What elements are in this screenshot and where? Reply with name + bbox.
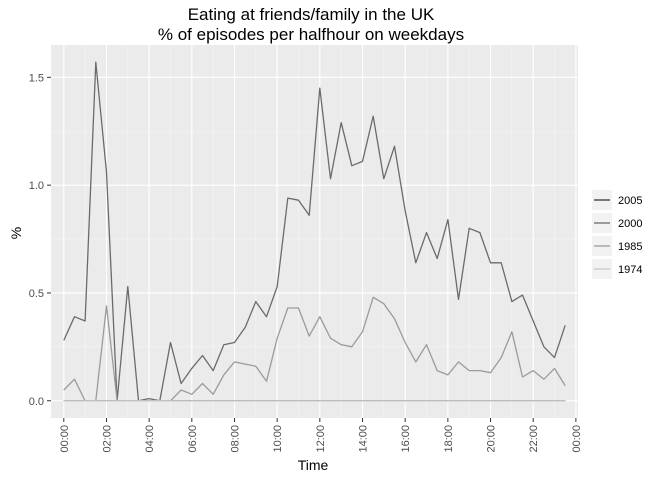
legend-label: 2005: [618, 195, 642, 207]
x-tick-label: 18:00: [443, 425, 455, 453]
plot-panel: [51, 45, 578, 418]
x-tick-label: 04:00: [144, 425, 156, 453]
x-tick-label: 08:00: [229, 425, 241, 453]
y-axis-title: %: [8, 227, 24, 239]
x-tick-label: 00:00: [59, 425, 71, 453]
y-tick-label: 1.5: [29, 72, 44, 84]
y-tick-label: 0.0: [29, 396, 44, 408]
x-tick-label: 22:00: [528, 425, 540, 453]
chart-title: Eating at friends/family in the UK: [188, 5, 435, 24]
x-tick-label: 10:00: [272, 425, 284, 453]
legend-label: 1985: [618, 241, 642, 253]
y-tick-label: 1.0: [29, 180, 44, 192]
x-tick-label: 20:00: [486, 425, 498, 453]
x-tick-label: 02:00: [101, 425, 113, 453]
plot-area: 00:00 02:00 04:00 06:00 08:00 10:00 12:00 14:00…: [29, 45, 642, 453]
x-tick-label: 00:00: [571, 425, 583, 453]
chart-subtitle: % of episodes per halfhour on weekdays: [158, 25, 464, 44]
legend-label: 2000: [618, 218, 642, 230]
legend-label: 1974: [618, 264, 642, 276]
x-tick-label: 12:00: [315, 425, 327, 453]
series-line-2000: [63, 61, 566, 402]
x-axis-title: Time: [298, 457, 329, 473]
x-tick-label: 14:00: [358, 425, 370, 453]
x-tick-label: 06:00: [187, 425, 199, 453]
y-tick-label: 0.5: [29, 288, 44, 300]
x-tick-label: 16:00: [400, 425, 412, 453]
